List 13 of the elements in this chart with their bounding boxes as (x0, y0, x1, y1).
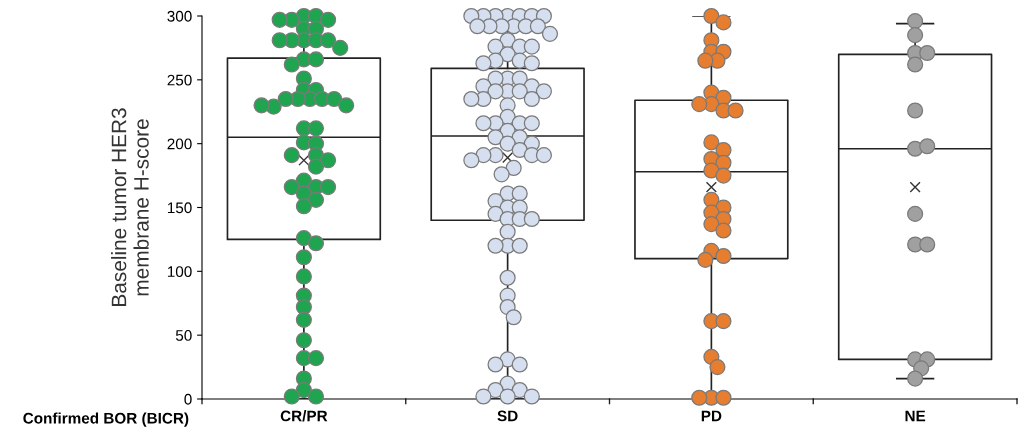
y-tick-label: 250 (167, 74, 192, 86)
y-tick-label: 50 (175, 330, 192, 341)
x-tick-label: NE (905, 410, 926, 422)
y-tick-label: 300 (167, 10, 192, 22)
y-tick-label: 0 (184, 393, 192, 405)
y-tick-label: 150 (167, 202, 192, 214)
x-tick-label: PD (701, 410, 722, 422)
x-axis-title: Confirmed BOR (BICR) (23, 412, 189, 427)
y-tick-label: 200 (167, 138, 192, 150)
x-tick-label: CR/PR (280, 410, 328, 422)
y-axis-title: Baseline tumor HER3 membrane H-score (111, 108, 149, 306)
x-tick-label: SD (497, 410, 518, 422)
y-tick-label: 100 (167, 266, 192, 278)
